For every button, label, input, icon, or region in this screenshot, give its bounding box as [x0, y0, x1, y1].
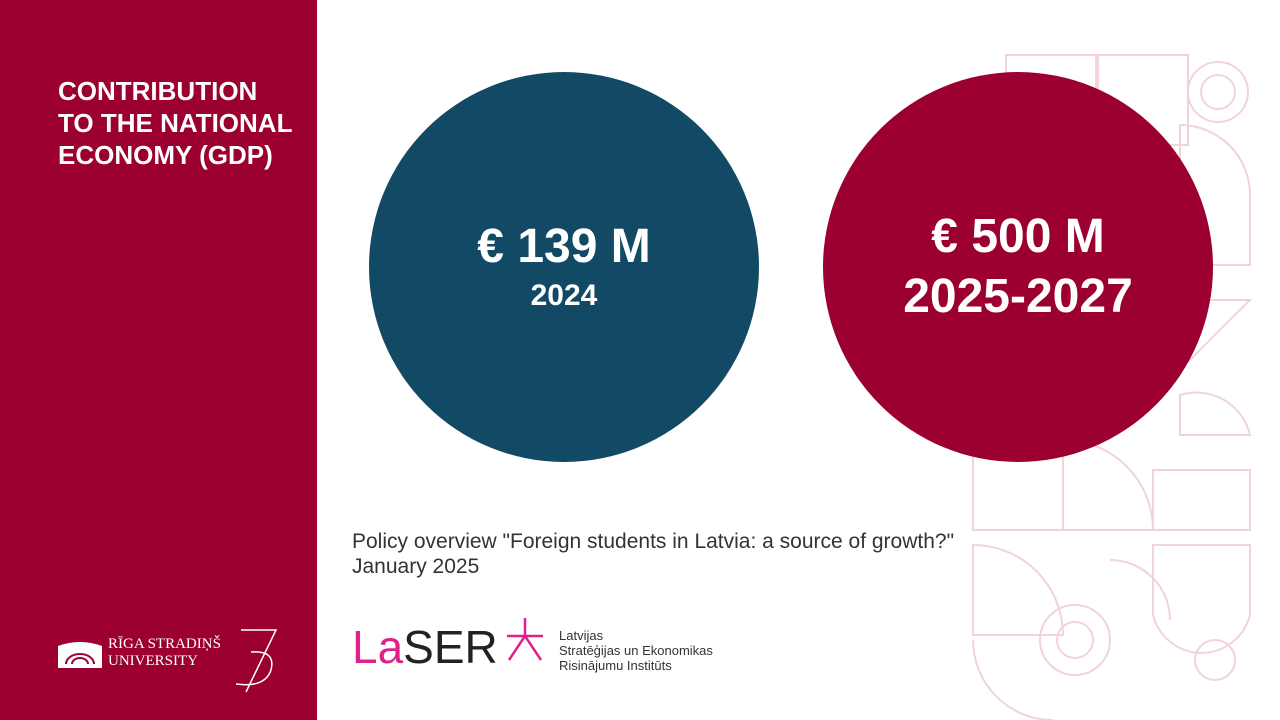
logo-part: SER — [403, 621, 498, 673]
stat-amount: € 139 M — [477, 220, 651, 273]
source-note: Policy overview "Foreign students in Lat… — [352, 530, 955, 578]
logo-line: Rīga Stradiņš — [108, 636, 221, 652]
sidebar-title: CONTRIBUTION TO THE NATIONAL ECONOMY (GD… — [58, 76, 292, 170]
logo-emblem — [58, 642, 102, 668]
sidebar: CONTRIBUTION TO THE NATIONAL ECONOMY (GD… — [0, 0, 317, 720]
institute-name: Latvijas Stratēģijas un Ekonomikas Risin… — [559, 628, 713, 673]
university-logo: Rīga Stradiņš University — [56, 629, 278, 693]
laser-logo: LaSER — [352, 622, 498, 672]
stat-amount: € 500 M — [931, 210, 1105, 263]
institute-line: Latvijas — [559, 628, 604, 643]
anniversary-mark — [235, 629, 278, 693]
stat-circle: € 139 M 2024 — [369, 72, 759, 462]
institute-line: Stratēģijas un Ekonomikas — [559, 643, 713, 658]
logo-part: La — [352, 621, 404, 673]
stat-period: 2024 — [530, 279, 598, 312]
logo-line: University — [108, 653, 198, 669]
stat-circle: € 500 M 2025-2027 — [823, 72, 1213, 462]
laser-emblem — [507, 618, 543, 661]
institute-line: Risinājumu Institūts — [559, 658, 672, 673]
stat-period: 2025-2027 — [903, 270, 1133, 323]
